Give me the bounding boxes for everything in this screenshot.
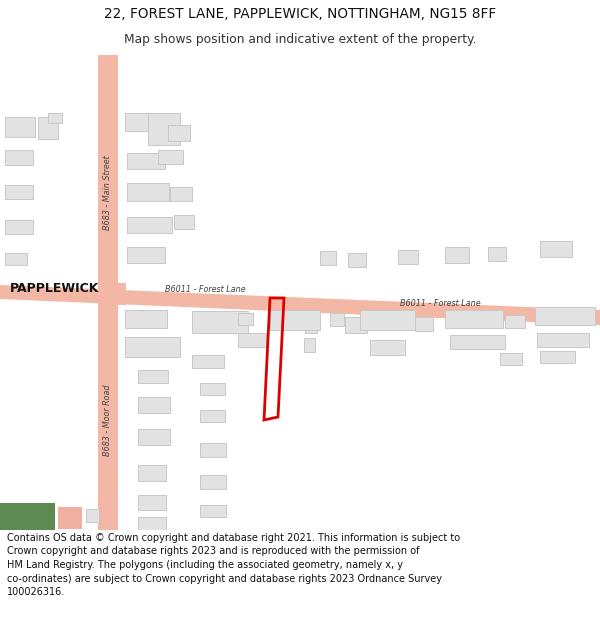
Polygon shape	[98, 55, 118, 530]
Bar	[168, 125, 190, 141]
Bar	[138, 397, 170, 413]
Bar	[125, 337, 180, 357]
Bar	[398, 250, 418, 264]
Bar	[238, 333, 266, 347]
Text: 22, FOREST LANE, PAPPLEWICK, NOTTINGHAM, NG15 8FF: 22, FOREST LANE, PAPPLEWICK, NOTTINGHAM,…	[104, 7, 496, 21]
Bar	[138, 495, 166, 510]
Bar	[270, 310, 320, 330]
Bar	[360, 310, 415, 330]
Bar	[127, 183, 169, 201]
Bar	[238, 313, 253, 325]
Text: PAPPLEWICK: PAPPLEWICK	[10, 281, 100, 294]
Bar	[488, 247, 506, 261]
Bar	[500, 353, 522, 365]
Bar	[138, 370, 168, 383]
Text: B683 - Moor Road: B683 - Moor Road	[104, 384, 113, 456]
Bar	[138, 517, 166, 530]
Polygon shape	[0, 285, 600, 325]
Polygon shape	[58, 507, 82, 529]
Polygon shape	[98, 283, 126, 305]
Bar	[86, 509, 99, 522]
Bar	[348, 253, 366, 267]
Bar	[200, 443, 226, 457]
Bar	[540, 351, 575, 363]
Bar	[5, 150, 33, 165]
Bar	[540, 241, 572, 257]
Bar	[330, 313, 344, 326]
Bar	[200, 383, 225, 395]
Bar	[138, 465, 166, 481]
Text: B6011 - Forest Lane: B6011 - Forest Lane	[400, 299, 481, 308]
Bar	[192, 311, 248, 333]
Text: Contains OS data © Crown copyright and database right 2021. This information is : Contains OS data © Crown copyright and d…	[7, 533, 460, 598]
Bar	[505, 315, 525, 328]
Bar	[200, 505, 226, 517]
Bar	[127, 153, 165, 169]
Bar	[48, 113, 62, 123]
Bar	[158, 150, 183, 164]
Text: B683 - Main Street: B683 - Main Street	[104, 156, 113, 231]
Bar	[320, 251, 336, 265]
Bar	[415, 317, 433, 331]
Text: B6011 - Forest Lane: B6011 - Forest Lane	[164, 284, 245, 294]
Bar	[127, 217, 172, 233]
Bar	[174, 215, 194, 229]
Bar	[5, 185, 33, 199]
Bar	[127, 247, 165, 263]
Bar	[370, 340, 405, 355]
Bar	[170, 187, 192, 201]
Bar	[125, 310, 167, 328]
Text: Map shows position and indicative extent of the property.: Map shows position and indicative extent…	[124, 33, 476, 46]
Bar	[38, 117, 58, 139]
Bar	[450, 335, 505, 349]
Bar	[148, 113, 180, 145]
Bar	[200, 410, 225, 422]
Bar	[445, 310, 503, 328]
Bar	[535, 307, 595, 325]
Bar	[345, 317, 367, 333]
Bar	[192, 355, 224, 368]
Bar	[200, 475, 226, 489]
Bar	[5, 117, 35, 137]
Bar	[5, 220, 33, 234]
Bar	[138, 429, 170, 445]
Bar	[304, 338, 315, 352]
Bar	[445, 247, 469, 263]
Bar	[5, 253, 27, 265]
Polygon shape	[0, 503, 55, 530]
Bar	[125, 113, 175, 131]
Bar	[537, 333, 589, 347]
Bar	[305, 323, 317, 333]
